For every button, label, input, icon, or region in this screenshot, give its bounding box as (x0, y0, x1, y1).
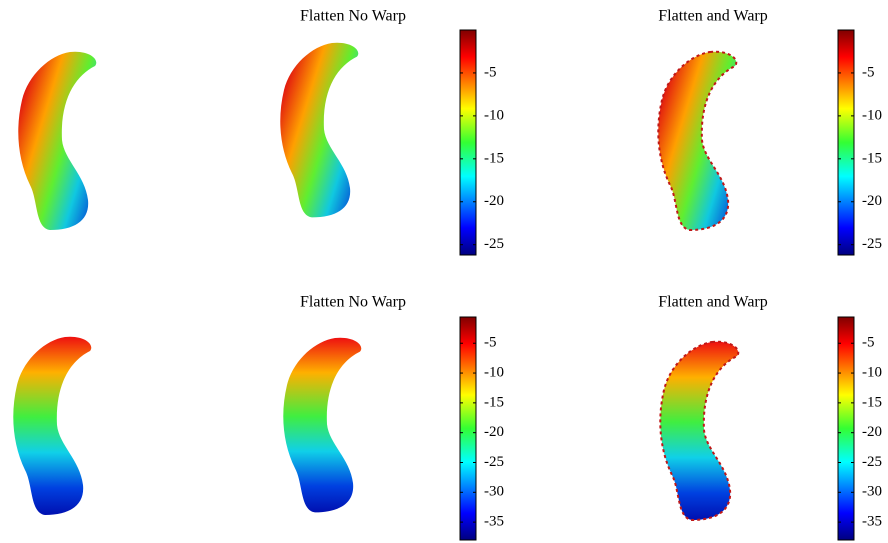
tick-label: -20 (862, 193, 882, 209)
flat-warp (660, 342, 738, 520)
tick-label: -15 (484, 394, 504, 410)
surface-3d (13, 337, 91, 515)
figure: Flatten No Warp -25 -20 -15 -10 -5 Flatten and… (0, 0, 888, 543)
flat-no-warp (283, 338, 361, 513)
tick-label: -35 (484, 514, 504, 530)
tick-label: -25 (484, 454, 504, 470)
tick-label: -5 (484, 335, 497, 351)
tick-label: -15 (862, 394, 882, 410)
tick-label: -25 (862, 236, 882, 252)
tick-label: -10 (862, 364, 882, 380)
tick-label: -25 (484, 236, 504, 252)
flat-no-warp (280, 43, 358, 218)
tick-label: -20 (862, 424, 882, 440)
tick-label: -20 (484, 193, 504, 209)
surface-3d (18, 52, 96, 230)
tick-label: -15 (862, 150, 882, 166)
panel-title: Flatten and Warp (658, 8, 768, 25)
panel-title: Flatten and Warp (658, 294, 768, 311)
colorbar (838, 30, 854, 255)
colorbar (838, 317, 854, 540)
tick-label: -10 (484, 107, 504, 123)
tick-label: -10 (484, 364, 504, 380)
tick-label: -25 (862, 454, 882, 470)
tick-label: -10 (862, 107, 882, 123)
tick-label: -35 (862, 514, 882, 530)
tick-label: -30 (862, 484, 882, 500)
tick-label: -30 (484, 484, 504, 500)
colorbar (460, 317, 476, 540)
panel-title: Flatten No Warp (300, 8, 406, 25)
tick-label: -15 (484, 150, 504, 166)
panel-title: Flatten No Warp (300, 294, 406, 311)
flat-warp (658, 52, 736, 230)
tick-label: -20 (484, 424, 504, 440)
tick-label: -5 (862, 64, 875, 80)
tick-label: -5 (862, 335, 875, 351)
tick-label: -5 (484, 64, 497, 80)
colorbar (460, 30, 476, 255)
